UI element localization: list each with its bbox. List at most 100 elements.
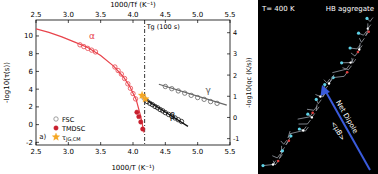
bond <box>289 131 303 134</box>
atom <box>272 163 274 165</box>
x2-tick-label: 3.0 <box>63 11 74 19</box>
y2-tick-label: 3 <box>233 50 237 58</box>
bond <box>299 123 308 124</box>
bond <box>361 38 364 42</box>
y2-tick-label: 1 <box>233 93 237 101</box>
annotation: a) <box>39 133 46 141</box>
y2-tick-label: 4 <box>233 29 237 37</box>
y-tick <box>36 124 39 125</box>
bond <box>370 18 373 22</box>
data-point <box>202 97 206 101</box>
y-tick <box>36 142 39 143</box>
x-tick-label: 2.5 <box>30 148 41 156</box>
data-point <box>163 84 167 88</box>
x2-tick <box>36 20 37 23</box>
dipole-arrowhead <box>321 85 331 96</box>
snapshot-background <box>258 0 378 174</box>
y-axis-title: -log10(τ(s)) <box>3 62 11 103</box>
bond <box>284 140 287 144</box>
panel-title: HB aggregate <box>326 5 374 13</box>
bond <box>281 141 284 144</box>
atom <box>261 164 264 167</box>
y-tick-label: 10 <box>24 32 33 40</box>
atom <box>315 98 318 101</box>
data-point <box>208 99 212 103</box>
y-tick-label: 2 <box>29 103 33 111</box>
bond <box>324 80 327 83</box>
y-tick <box>36 71 39 72</box>
data-point <box>179 119 183 123</box>
x-tick <box>68 142 69 145</box>
y-tick <box>36 53 39 54</box>
legend-marker <box>52 133 60 140</box>
x-axis-title: 1000/T (K⁻¹) <box>111 164 154 172</box>
data-point <box>195 95 199 99</box>
legend-marker <box>54 117 58 121</box>
x2-tick-label: 4.5 <box>160 11 171 19</box>
x-tick <box>133 142 134 145</box>
bond <box>359 38 361 42</box>
data-point <box>116 68 120 72</box>
atom <box>365 17 368 20</box>
atom <box>319 95 321 97</box>
data-point <box>141 95 149 102</box>
x2-tick <box>100 20 101 23</box>
x2-tick <box>68 20 69 23</box>
data-point <box>93 50 97 54</box>
atom <box>298 127 301 130</box>
atom <box>311 116 313 118</box>
y2-tick-label: 2 <box>233 72 237 80</box>
fit-line <box>36 29 144 133</box>
data-point <box>131 91 135 95</box>
y-tick <box>36 89 39 90</box>
data-point <box>135 110 139 114</box>
data-point <box>128 86 132 90</box>
bond <box>307 109 314 110</box>
x-tick <box>230 142 231 145</box>
atom <box>357 51 360 54</box>
data-point <box>122 76 126 80</box>
bond <box>327 79 330 83</box>
x2-tick-label: 4.0 <box>127 11 138 19</box>
x2-tick-label: 5.0 <box>192 11 203 19</box>
y2-tick <box>227 117 230 118</box>
x2-tick-label: 5.5 <box>224 11 235 19</box>
x-tick-label: 5.5 <box>224 148 235 156</box>
atom <box>311 112 314 115</box>
data-point <box>189 93 193 97</box>
data-point <box>176 89 180 93</box>
bond <box>314 106 317 110</box>
y2-tick-label: 0 <box>233 114 237 122</box>
y2-tick <box>227 53 230 54</box>
annotation: α <box>89 31 95 41</box>
atom <box>323 83 326 86</box>
bond <box>318 100 321 104</box>
y-tick-label: 6 <box>29 68 34 76</box>
x-tick <box>100 142 101 145</box>
atom <box>277 160 280 163</box>
x-tick <box>165 142 166 145</box>
y2-tick <box>227 75 230 76</box>
y2-tick-label: -1 <box>233 135 239 143</box>
x2-tick <box>197 20 198 23</box>
y2-axis-title: -log10(qc (K/s)) <box>245 57 253 107</box>
atom <box>289 134 292 137</box>
legend-marker <box>54 126 58 130</box>
x2-axis-title: 1000/Tf (K⁻¹) <box>110 1 156 9</box>
legend-label-sub: JG,CM <box>65 136 81 142</box>
bond <box>298 117 310 119</box>
data-point <box>141 127 145 131</box>
data-point <box>126 82 130 86</box>
atom <box>349 61 351 63</box>
bond <box>279 155 282 159</box>
annotation: β <box>170 111 176 121</box>
atom <box>288 140 291 143</box>
atom <box>306 113 309 116</box>
x2-tick <box>230 20 231 23</box>
data-point <box>133 97 137 101</box>
bond <box>357 45 360 49</box>
y-tick-label: 0 <box>29 121 33 129</box>
x-tick-label: 5.0 <box>192 148 203 156</box>
vline <box>144 20 145 145</box>
y2-tick <box>227 32 230 33</box>
